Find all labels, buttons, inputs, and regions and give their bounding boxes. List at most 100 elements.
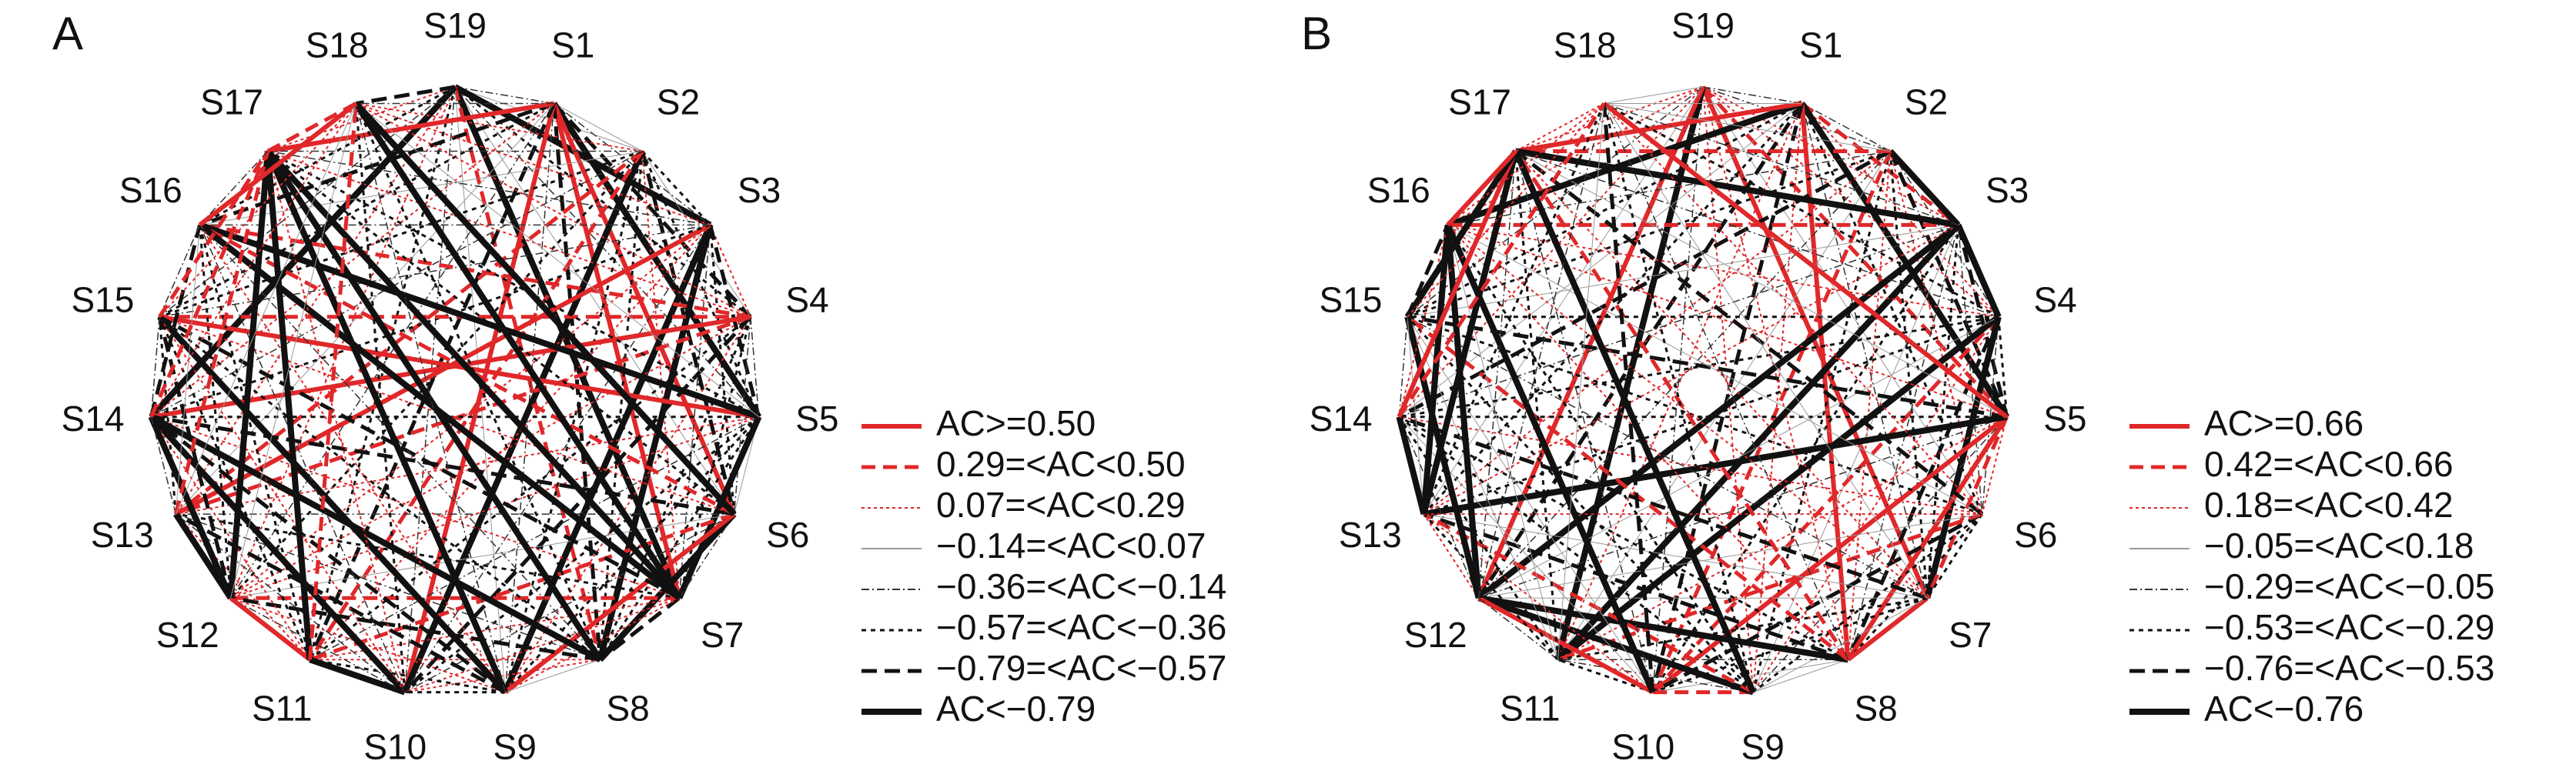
edge — [175, 513, 311, 660]
node-label: S9 — [1741, 727, 1785, 767]
edge — [1420, 150, 1519, 516]
edge — [1478, 416, 2007, 599]
edge — [150, 416, 177, 515]
edge — [1981, 316, 1999, 515]
edge — [1423, 86, 1704, 515]
edge — [176, 512, 680, 599]
edge — [551, 102, 682, 599]
edge — [505, 659, 601, 693]
edge — [266, 150, 735, 516]
edge — [149, 150, 270, 418]
edge — [265, 149, 682, 600]
legend-text: 0.29=<AC<0.50 — [936, 444, 1186, 484]
node-label: S19 — [1671, 5, 1735, 45]
edge — [151, 416, 680, 599]
edge — [1407, 86, 1704, 318]
node-label: S17 — [1448, 82, 1511, 122]
legend-text: AC<−0.76 — [2204, 689, 2364, 729]
edge — [1397, 150, 1518, 418]
edge — [1444, 223, 1656, 694]
node-label: S13 — [91, 515, 154, 555]
edge — [1889, 151, 1929, 599]
edge — [1396, 416, 1427, 516]
legend-text: 0.07=<AC<0.29 — [936, 485, 1186, 525]
node-label: S14 — [1310, 399, 1373, 439]
edge — [1398, 316, 1408, 417]
edge — [1447, 224, 1849, 660]
legend-text: −0.36=<AC<−0.14 — [936, 566, 1226, 606]
edge — [1514, 151, 1560, 660]
edge — [229, 596, 312, 662]
edge — [1515, 151, 2007, 418]
edge — [454, 86, 760, 418]
edge — [1404, 149, 1519, 319]
edge — [176, 513, 601, 660]
panel: B S19 S1 S2 S3 S4 S5 S6 S7 S8 S9 S10 S11 S12 S13 S14 S15… — [1301, 5, 2494, 767]
edge — [1515, 102, 1604, 152]
node-label: S16 — [119, 170, 182, 210]
panel: A S19 S1 S2 S3 S4 S5 S6 S7 S8 S9 S10 S11 S12 S13 S14 S15… — [52, 5, 1226, 767]
edge — [264, 151, 313, 660]
edge — [1477, 595, 1849, 663]
edge — [641, 150, 761, 418]
edge — [1399, 224, 1959, 418]
edge — [175, 103, 356, 515]
edge — [1651, 512, 1983, 694]
edge — [1398, 415, 1929, 600]
edge — [1799, 103, 1851, 660]
edge — [308, 150, 644, 661]
node-label: S15 — [72, 279, 135, 319]
node-label: S8 — [1855, 688, 1898, 728]
edge — [1397, 102, 1606, 419]
edge — [150, 102, 555, 418]
edge — [504, 316, 751, 693]
edge — [149, 414, 602, 663]
center-gap — [437, 373, 473, 410]
edge — [1407, 315, 2008, 419]
node-label: S15 — [1320, 279, 1383, 319]
node-label: S18 — [1554, 25, 1617, 65]
node-label: S12 — [1404, 615, 1467, 655]
edge — [402, 149, 645, 694]
edge — [158, 150, 269, 319]
edge — [1398, 225, 1449, 417]
edge — [1447, 86, 1704, 226]
edge — [1515, 86, 1704, 152]
legend-text: −0.57=<AC<−0.36 — [936, 607, 1226, 647]
edge — [174, 149, 644, 516]
edge — [1423, 512, 1755, 694]
edge — [199, 222, 760, 420]
edge — [554, 102, 711, 226]
edge — [356, 102, 711, 226]
edge — [199, 102, 555, 227]
edge — [1477, 222, 1960, 601]
edge — [159, 86, 456, 318]
edge — [1447, 224, 1755, 693]
node-label: S10 — [1611, 727, 1674, 767]
node-label: S4 — [2033, 279, 2076, 319]
edge — [1404, 315, 1482, 599]
node-label: S12 — [156, 615, 219, 655]
edge — [159, 315, 601, 661]
edge — [640, 150, 737, 515]
edge — [309, 597, 680, 661]
edge — [1604, 102, 1891, 152]
edge — [150, 415, 735, 516]
node-label: S3 — [738, 170, 781, 210]
node-label: S9 — [493, 727, 537, 767]
edge — [158, 316, 311, 660]
edge — [159, 102, 555, 319]
edge — [1702, 86, 1983, 515]
edge — [1701, 85, 2009, 419]
edge — [452, 85, 683, 599]
edge — [1477, 151, 1517, 599]
node-label: S4 — [785, 279, 828, 319]
edge — [265, 149, 603, 662]
edge — [1702, 86, 1959, 226]
edge — [159, 150, 643, 319]
edge — [1422, 102, 1605, 515]
node-label: S1 — [1799, 25, 1842, 65]
edge — [1447, 224, 1982, 515]
edge — [356, 102, 643, 152]
